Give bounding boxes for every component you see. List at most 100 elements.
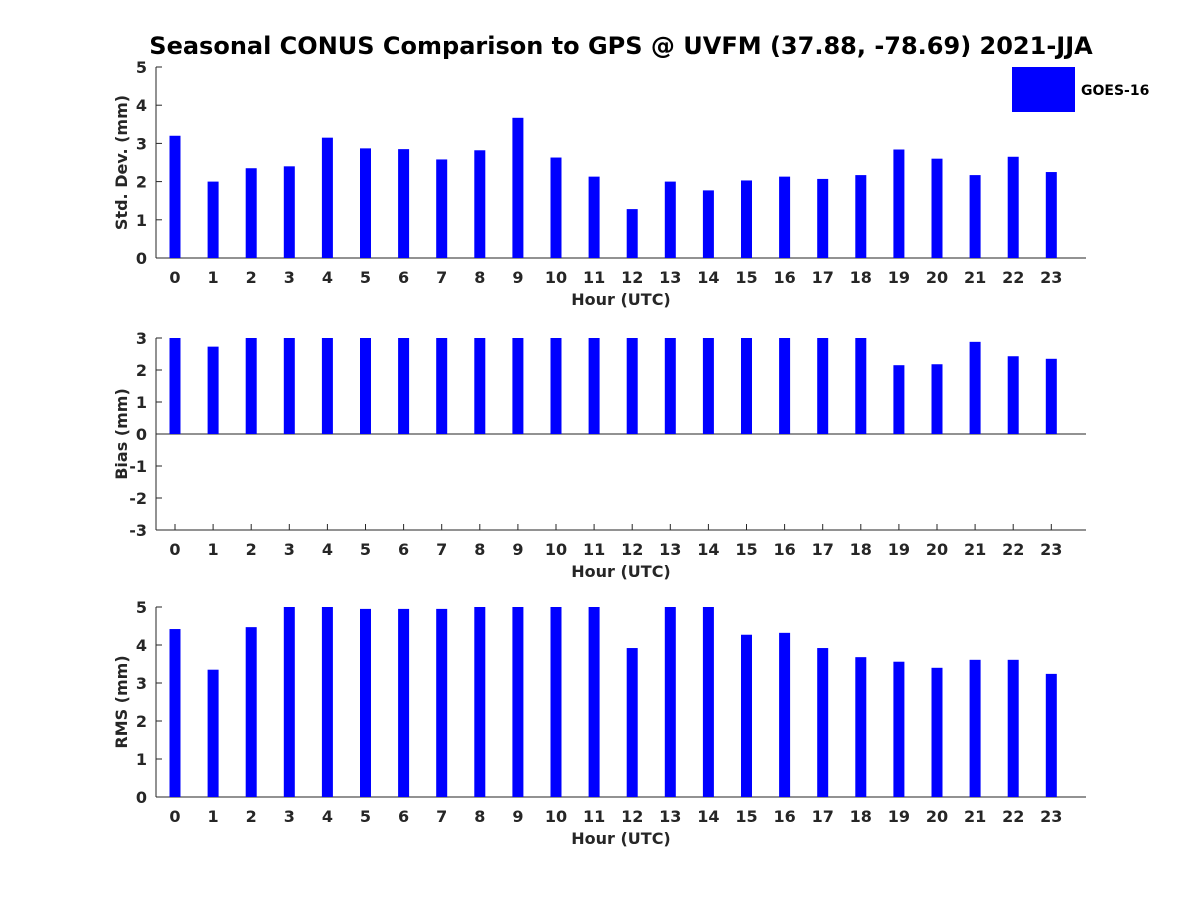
bar-rms-hour-19 — [893, 661, 905, 797]
bar-bias-hour-21 — [969, 341, 981, 434]
x-tick-label: 13 — [659, 268, 681, 287]
bar-bias-hour-14 — [702, 338, 714, 434]
bar-rms-hour-17 — [817, 648, 829, 797]
y-tick-label: 3 — [136, 134, 147, 153]
bar-rms-hour-15 — [741, 634, 752, 797]
bar-rms-hour-12 — [626, 648, 638, 797]
x-tick-label: 12 — [621, 540, 643, 559]
bar-rms-hour-20 — [931, 667, 943, 797]
y-tick-label: -3 — [129, 521, 147, 540]
x-tick-label: 7 — [436, 540, 447, 559]
legend: GOES-16 — [1012, 67, 1149, 112]
x-axis-label: Hour (UTC) — [571, 562, 671, 581]
x-tick-label: 15 — [735, 268, 757, 287]
x-tick-label: 20 — [926, 268, 948, 287]
x-tick-label: 9 — [512, 540, 523, 559]
x-tick-label: 4 — [322, 540, 333, 559]
bar-rms-hour-13 — [664, 607, 676, 797]
bar-std-dev-hour-22 — [1007, 156, 1019, 258]
bar-rms-hour-4 — [321, 607, 333, 797]
y-axis-label: Bias (mm) — [112, 388, 131, 480]
y-tick-label: 0 — [136, 425, 147, 444]
bar-bias-hour-20 — [931, 364, 943, 434]
bar-std-dev-hour-17 — [817, 178, 829, 258]
x-tick-label: 3 — [284, 540, 295, 559]
x-tick-label: 21 — [964, 268, 986, 287]
x-tick-label: 17 — [812, 540, 834, 559]
x-tick-label: 17 — [812, 268, 834, 287]
x-tick-label: 14 — [697, 807, 719, 826]
bar-rms-hour-7 — [436, 608, 448, 797]
bar-bias-hour-5 — [360, 338, 371, 434]
bar-std-dev-hour-1 — [207, 181, 219, 258]
x-tick-label: 0 — [169, 807, 180, 826]
bar-rms-hour-1 — [207, 669, 219, 797]
y-tick-label: 2 — [136, 173, 147, 192]
x-tick-label: 18 — [850, 268, 872, 287]
x-axis-label: Hour (UTC) — [571, 829, 671, 848]
x-tick-label: 16 — [773, 807, 795, 826]
x-tick-label: 8 — [474, 807, 485, 826]
y-axis-label: Std. Dev. (mm) — [112, 95, 131, 230]
x-tick-label: 1 — [208, 268, 219, 287]
x-tick-label: 20 — [926, 807, 948, 826]
bar-std-dev-hour-23 — [1045, 172, 1057, 258]
x-tick-label: 21 — [964, 540, 986, 559]
x-tick-label: 8 — [474, 268, 485, 287]
bar-bias-hour-18 — [855, 338, 867, 434]
bar-std-dev-hour-8 — [474, 150, 486, 258]
bar-std-dev-hour-9 — [512, 117, 524, 258]
bar-std-dev-hour-20 — [931, 158, 943, 258]
x-tick-label: 11 — [583, 540, 605, 559]
x-tick-label: 4 — [322, 268, 333, 287]
x-tick-label: 8 — [474, 540, 485, 559]
bar-bias-hour-12 — [626, 338, 638, 434]
bar-bias-hour-3 — [283, 338, 295, 434]
bar-std-dev-hour-0 — [169, 135, 181, 258]
y-tick-label: 4 — [136, 96, 147, 115]
bar-bias-hour-10 — [550, 338, 562, 434]
x-tick-label: 19 — [888, 268, 910, 287]
x-tick-label: 22 — [1002, 807, 1024, 826]
bar-rms-hour-6 — [398, 608, 410, 797]
bar-std-dev-hour-3 — [283, 166, 295, 258]
legend-label: GOES-16 — [1081, 83, 1149, 99]
bar-rms-hour-14 — [702, 607, 714, 797]
x-tick-label: 15 — [735, 540, 757, 559]
bar-bias-hour-22 — [1007, 356, 1019, 434]
y-tick-label: 2 — [136, 712, 147, 731]
bar-std-dev-hour-6 — [398, 149, 410, 258]
x-tick-label: 12 — [621, 807, 643, 826]
bar-std-dev-hour-13 — [664, 181, 676, 258]
x-tick-label: 1 — [208, 540, 219, 559]
bar-bias-hour-11 — [588, 338, 600, 434]
x-tick-label: 6 — [398, 268, 409, 287]
x-tick-label: 14 — [697, 268, 719, 287]
x-tick-label: 10 — [545, 807, 567, 826]
bar-rms-hour-21 — [969, 659, 981, 797]
x-tick-label: 10 — [545, 268, 567, 287]
x-tick-label: 10 — [545, 540, 567, 559]
bar-std-dev-hour-2 — [245, 168, 257, 258]
x-tick-label: 2 — [246, 807, 257, 826]
chart-title: Seasonal CONUS Comparison to GPS @ UVFM … — [149, 32, 1093, 60]
x-tick-label: 23 — [1040, 268, 1062, 287]
bar-bias-hour-23 — [1045, 358, 1057, 434]
bar-bias-hour-1 — [207, 346, 219, 434]
y-tick-label: -1 — [129, 457, 147, 476]
x-tick-label: 14 — [697, 540, 719, 559]
y-tick-label: 5 — [136, 598, 147, 617]
bar-std-dev-hour-21 — [969, 175, 981, 258]
y-tick-label: 3 — [136, 674, 147, 693]
x-tick-label: 13 — [659, 807, 681, 826]
x-tick-label: 12 — [621, 268, 643, 287]
bar-bias-hour-19 — [893, 365, 905, 434]
bar-bias-hour-9 — [512, 338, 524, 434]
x-tick-label: 17 — [812, 807, 834, 826]
bar-std-dev-hour-19 — [893, 149, 905, 258]
